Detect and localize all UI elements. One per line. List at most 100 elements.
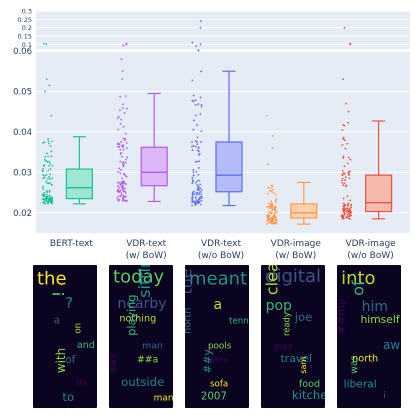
y-tick-label: 0.06 xyxy=(13,47,32,57)
y-tick-label: 0.2 xyxy=(22,24,32,32)
data-point xyxy=(46,191,49,194)
wordcloud-word: ! xyxy=(49,291,68,297)
wordcloud-word: in xyxy=(76,376,86,389)
data-point xyxy=(199,187,202,190)
data-point xyxy=(42,174,45,176)
data-point xyxy=(199,20,202,22)
data-point xyxy=(195,191,198,194)
data-point xyxy=(191,149,194,152)
data-point xyxy=(191,192,194,195)
data-point xyxy=(46,160,49,163)
data-point xyxy=(118,143,121,146)
data-point xyxy=(271,205,274,208)
x-tick-label: VDR-image xyxy=(345,239,396,249)
data-point xyxy=(45,43,48,46)
data-point xyxy=(274,222,277,225)
wordcloud-word: playing xyxy=(125,294,138,335)
data-point xyxy=(116,195,119,198)
wordcloud-word: nothing xyxy=(119,313,156,324)
data-point xyxy=(45,180,48,183)
data-point xyxy=(125,158,128,161)
data-point xyxy=(200,105,203,108)
wordcloud-word: outside xyxy=(121,375,164,389)
data-point xyxy=(196,201,199,203)
data-point xyxy=(349,209,352,212)
wordcloud-word: today xyxy=(113,267,165,288)
data-point xyxy=(270,190,273,193)
data-point xyxy=(46,152,48,155)
data-point xyxy=(349,199,352,202)
data-point xyxy=(198,189,200,191)
data-point xyxy=(341,144,344,146)
data-point xyxy=(118,145,120,148)
wordcloud-word: gray xyxy=(273,341,292,351)
data-point xyxy=(50,197,53,200)
data-point xyxy=(197,198,200,201)
wordcloud-word: sofa xyxy=(210,380,228,390)
data-point xyxy=(265,223,268,225)
data-point xyxy=(272,191,275,194)
data-point xyxy=(267,221,270,224)
wordcloud-word: and xyxy=(77,340,95,351)
data-point xyxy=(350,214,353,217)
data-point xyxy=(343,172,346,175)
x-tick-label-line2: (w/o BoW) xyxy=(347,251,393,261)
data-point xyxy=(120,193,123,196)
data-point xyxy=(272,188,274,191)
data-point xyxy=(197,153,200,156)
data-point xyxy=(199,113,202,115)
data-point xyxy=(274,214,276,217)
data-point xyxy=(122,196,125,199)
data-point xyxy=(121,199,124,202)
data-point xyxy=(268,207,271,210)
data-point xyxy=(349,170,351,173)
data-point xyxy=(42,187,45,190)
data-point xyxy=(197,146,200,149)
data-point xyxy=(122,148,125,151)
wordcloud-word: ready xyxy=(281,312,291,336)
data-point xyxy=(125,142,128,144)
data-point xyxy=(119,148,122,151)
data-point xyxy=(267,213,269,216)
y-tick-label: 0.25 xyxy=(18,16,32,24)
x-tick-label-line2: (w/ BoW) xyxy=(126,251,167,261)
data-point xyxy=(122,146,124,149)
data-point xyxy=(47,202,49,205)
data-point xyxy=(120,144,123,147)
x-tick-label: VDR-text xyxy=(201,239,241,249)
data-point xyxy=(195,199,198,202)
data-point xyxy=(123,139,126,142)
data-point xyxy=(348,177,351,180)
data-point xyxy=(43,158,46,161)
data-point xyxy=(194,181,197,184)
x-tick-label-line2: (w/ BoW) xyxy=(275,251,316,261)
box-trace-4 xyxy=(340,26,393,220)
data-point xyxy=(346,142,349,145)
data-point xyxy=(197,187,200,190)
data-point xyxy=(192,94,195,97)
data-point xyxy=(124,190,126,193)
wordcloud-word: many xyxy=(154,393,173,403)
data-point xyxy=(347,202,350,205)
wordcloud-word: pools xyxy=(208,342,232,352)
data-point xyxy=(45,196,47,199)
data-point xyxy=(125,175,127,178)
data-point xyxy=(194,160,197,163)
data-point xyxy=(199,203,202,206)
data-point xyxy=(270,222,272,225)
data-point xyxy=(346,204,349,207)
data-point xyxy=(42,141,44,144)
data-point xyxy=(43,141,46,144)
data-point xyxy=(191,99,194,102)
y-tick-label: 0.03 xyxy=(13,168,32,178)
data-point xyxy=(122,165,125,168)
box-iqr xyxy=(65,168,94,200)
data-point xyxy=(345,184,348,187)
data-point xyxy=(122,184,124,187)
data-point xyxy=(197,166,200,169)
data-point xyxy=(341,181,343,184)
data-point xyxy=(342,173,344,175)
data-point xyxy=(191,204,193,207)
wordcloud-word: tennis xyxy=(229,316,249,326)
